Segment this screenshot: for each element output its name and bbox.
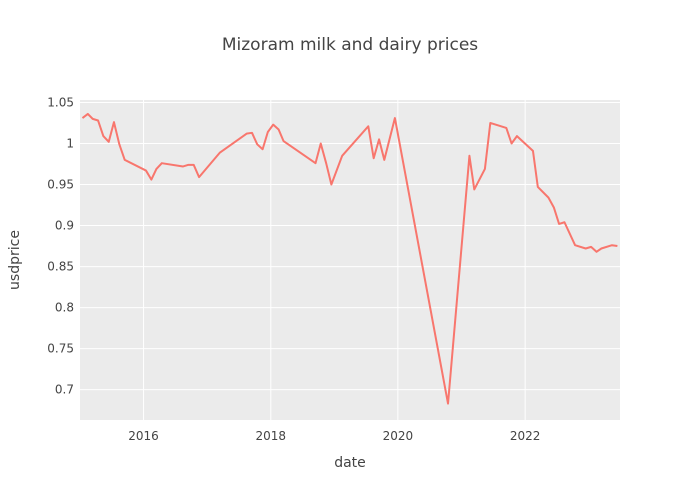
x-gridlines <box>143 100 526 420</box>
x-tick-label: 2022 <box>510 429 541 443</box>
y-tick-label: 1.05 <box>47 95 74 109</box>
y-tick-label: 0.95 <box>47 178 74 192</box>
y-axis-title: usdprice <box>7 230 23 290</box>
chart-title: Mizoram milk and dairy prices <box>222 35 478 55</box>
x-axis-title: date <box>334 455 366 471</box>
series-line <box>81 112 618 405</box>
plot-area <box>80 100 620 420</box>
y-axis-ticks: 0.7 0.75 0.8 0.85 0.9 0.95 1 1.05 <box>47 95 74 396</box>
y-tick-label: 0.7 <box>55 383 74 397</box>
y-tick-label: 0.8 <box>55 301 74 315</box>
y-tick-label: 0.75 <box>47 342 74 356</box>
y-tick-label: 1 <box>66 136 74 150</box>
x-tick-label: 2020 <box>383 429 414 443</box>
y-tick-label: 0.9 <box>55 219 74 233</box>
x-axis-ticks: 2016 2018 2020 2022 <box>128 429 540 443</box>
x-tick-label: 2016 <box>128 429 159 443</box>
y-gridlines <box>80 101 620 391</box>
x-tick-label: 2018 <box>256 429 287 443</box>
y-tick-label: 0.85 <box>47 260 74 274</box>
series-layer <box>81 112 618 405</box>
